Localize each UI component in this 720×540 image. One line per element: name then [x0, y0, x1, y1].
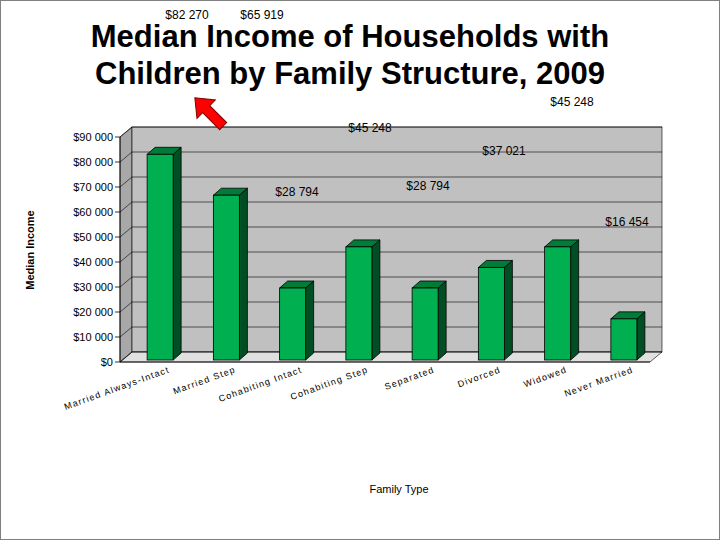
grid-line [120, 277, 662, 287]
grid-line [120, 202, 662, 212]
data-label: $28 794 [406, 179, 450, 193]
bar-top [280, 281, 314, 288]
bar-side [372, 240, 380, 360]
bars [147, 147, 645, 360]
back-wall [132, 127, 662, 352]
red-arrow-shape [186, 89, 233, 136]
bar-side [571, 240, 579, 360]
bar [478, 260, 512, 360]
bar [346, 240, 380, 360]
grid-line [120, 252, 662, 262]
bar-side [306, 281, 314, 360]
y-tick-label: $50 000 [73, 231, 113, 243]
y-tick-label: $40 000 [73, 256, 113, 268]
x-axis-line [120, 362, 650, 363]
y-tick-label: $80 000 [73, 156, 113, 168]
bar-front [611, 319, 637, 360]
floor [120, 352, 662, 362]
bar [545, 240, 579, 360]
bar [213, 188, 247, 360]
grid-line [120, 152, 662, 162]
side-wall [120, 127, 132, 362]
bar-top [147, 147, 181, 154]
data-label: $37 021 [482, 144, 526, 158]
grid-line [120, 177, 662, 187]
bar-front [545, 247, 571, 360]
x-axis-title: Family Type [369, 483, 428, 495]
grid-line [120, 352, 662, 362]
x-tick-label: Married Always-Intact [63, 364, 171, 411]
y-tick [115, 212, 120, 213]
y-tick-label: $20 000 [73, 306, 113, 318]
bar-side [438, 281, 446, 360]
bar-front [478, 267, 504, 360]
bar-front [412, 288, 438, 360]
bar [147, 147, 181, 360]
bar-top [545, 240, 579, 247]
bar-front [346, 247, 372, 360]
y-tick [115, 137, 120, 138]
grid-line [120, 327, 662, 337]
y-tick [115, 262, 120, 263]
page-frame [1, 1, 720, 540]
y-tick [115, 362, 120, 363]
grid-line [120, 302, 662, 312]
y-tick [115, 237, 120, 238]
bar-top [412, 281, 446, 288]
bar-front [213, 195, 239, 360]
data-label: $45 248 [348, 121, 392, 135]
bar-top [478, 260, 512, 267]
bar-front [280, 288, 306, 360]
y-tick-label: $10 000 [73, 331, 113, 343]
x-tick-label: Never Married [563, 364, 635, 398]
x-tick-label: Widowed [522, 364, 568, 389]
red-arrow [186, 89, 233, 136]
data-label: $28 794 [275, 185, 319, 199]
x-tick-label: Separated [383, 364, 436, 391]
y-tick [115, 312, 120, 313]
x-tick-label: Divorced [456, 364, 502, 389]
y-tick [115, 187, 120, 188]
grid-line [120, 227, 662, 237]
bar-side [504, 260, 512, 360]
bar [280, 281, 314, 360]
y-tick-label: $90 000 [73, 131, 113, 143]
y-tick-label: $70 000 [73, 181, 113, 193]
bar-side [173, 147, 181, 360]
chart-page: {"chart_data": {"type": "bar", "title": … [0, 0, 720, 540]
bar-side [239, 188, 247, 360]
bar-top [611, 312, 645, 319]
x-tick-label: Cohabiting Step [289, 364, 370, 401]
y-axis-line [120, 137, 121, 362]
chart-title: Median Income of Households with Childre… [70, 18, 630, 92]
bar [412, 281, 446, 360]
y-tick [115, 337, 120, 338]
bar-side [637, 312, 645, 360]
y-tick-label: $0 [101, 356, 113, 368]
bar-front [147, 154, 173, 360]
data-label: $45 248 [550, 95, 594, 109]
y-tick [115, 162, 120, 163]
bar-top [213, 188, 247, 195]
y-axis-title: Median Income [24, 210, 36, 289]
y-tick-label: $30 000 [73, 281, 113, 293]
bar [611, 312, 645, 360]
y-tick-label: $60 000 [73, 206, 113, 218]
bar-top [346, 240, 380, 247]
data-label: $16 454 [605, 215, 649, 229]
y-tick [115, 287, 120, 288]
